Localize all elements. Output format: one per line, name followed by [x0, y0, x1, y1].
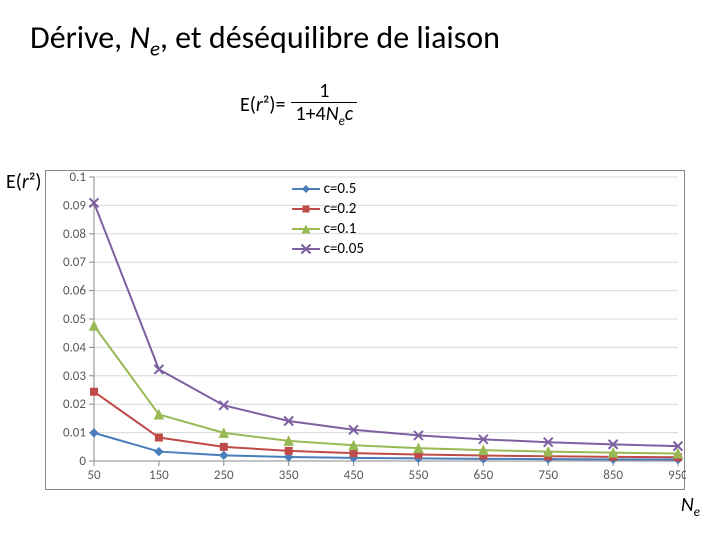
svg-text:950: 950 [668, 468, 686, 483]
svg-text:0.03: 0.03 [63, 369, 86, 384]
formula-r: r [256, 93, 263, 117]
formula-den-N: N [326, 102, 339, 126]
formula-fraction: 1 1+4Nec [291, 80, 357, 129]
legend-item: c=0.05 [292, 239, 364, 259]
svg-text:0.07: 0.07 [63, 255, 86, 270]
legend-item: c=0.1 [292, 219, 364, 239]
legend-swatch [292, 222, 320, 236]
y-axis-title: E(r²) [6, 170, 42, 194]
svg-text:450: 450 [344, 468, 364, 483]
title-e: e [150, 35, 160, 61]
svg-text:0.1: 0.1 [70, 171, 86, 185]
svg-text:250: 250 [214, 468, 234, 483]
svg-text:0.09: 0.09 [63, 198, 86, 213]
chart-svg: 50 150 250 350 450 550 650 750 850 950 0 0.01 0.02 0.… [46, 171, 686, 491]
chart-container: 50 150 250 350 450 550 650 750 850 950 0 0.01 0.02 0.… [45, 170, 685, 490]
legend-item: c=0.5 [292, 179, 364, 199]
svg-text:150: 150 [149, 468, 169, 483]
svg-text:0.04: 0.04 [63, 340, 86, 355]
svg-text:0.05: 0.05 [63, 312, 86, 327]
svg-text:550: 550 [409, 468, 429, 483]
svg-text:0.08: 0.08 [63, 227, 86, 242]
chart-legend: c=0.5 c=0.2 c=0.1 c=0.05 [292, 179, 364, 259]
legend-item: c=0.2 [292, 199, 364, 219]
svg-text:850: 850 [603, 468, 623, 483]
yaxis-E: E( [6, 170, 22, 194]
svg-text:350: 350 [279, 468, 299, 483]
svg-text:0.01: 0.01 [63, 426, 86, 441]
legend-swatch [292, 242, 320, 256]
xaxis-N: N [681, 493, 694, 517]
formula-close: )= [269, 93, 285, 117]
svg-text:0.06: 0.06 [63, 284, 86, 299]
svg-text:650: 650 [473, 468, 493, 483]
legend-swatch [292, 182, 320, 196]
title-N: N [129, 18, 150, 57]
xaxis-e: e [694, 505, 700, 520]
formula-E: E( [240, 93, 256, 117]
svg-text:0.02: 0.02 [63, 397, 86, 412]
svg-text:750: 750 [538, 468, 558, 483]
formula-numerator: 1 [319, 80, 329, 102]
title-pre: Dérive, [30, 18, 129, 57]
legend-label: c=0.2 [324, 200, 357, 218]
formula: E(r²)= 1 1+4Nec [240, 80, 357, 129]
title-post: , et déséquilibre de liaison [160, 18, 500, 57]
formula-den-c: c [345, 102, 353, 126]
yaxis-r: r [22, 170, 29, 194]
legend-label: c=0.5 [324, 180, 357, 198]
legend-label: c=0.05 [324, 240, 364, 258]
legend-label: c=0.1 [324, 220, 357, 238]
formula-den-pre: 1+4 [295, 102, 325, 126]
x-axis-title: Ne [681, 493, 700, 520]
svg-text:0: 0 [79, 454, 86, 469]
svg-text:50: 50 [87, 468, 101, 483]
formula-denominator: 1+4Nec [291, 102, 357, 129]
slide-title: Dérive, Ne, et déséquilibre de liaison [30, 18, 500, 61]
formula-lhs: E(r²)= [240, 93, 285, 117]
legend-swatch [292, 202, 320, 216]
yaxis-close: ) [35, 170, 41, 194]
